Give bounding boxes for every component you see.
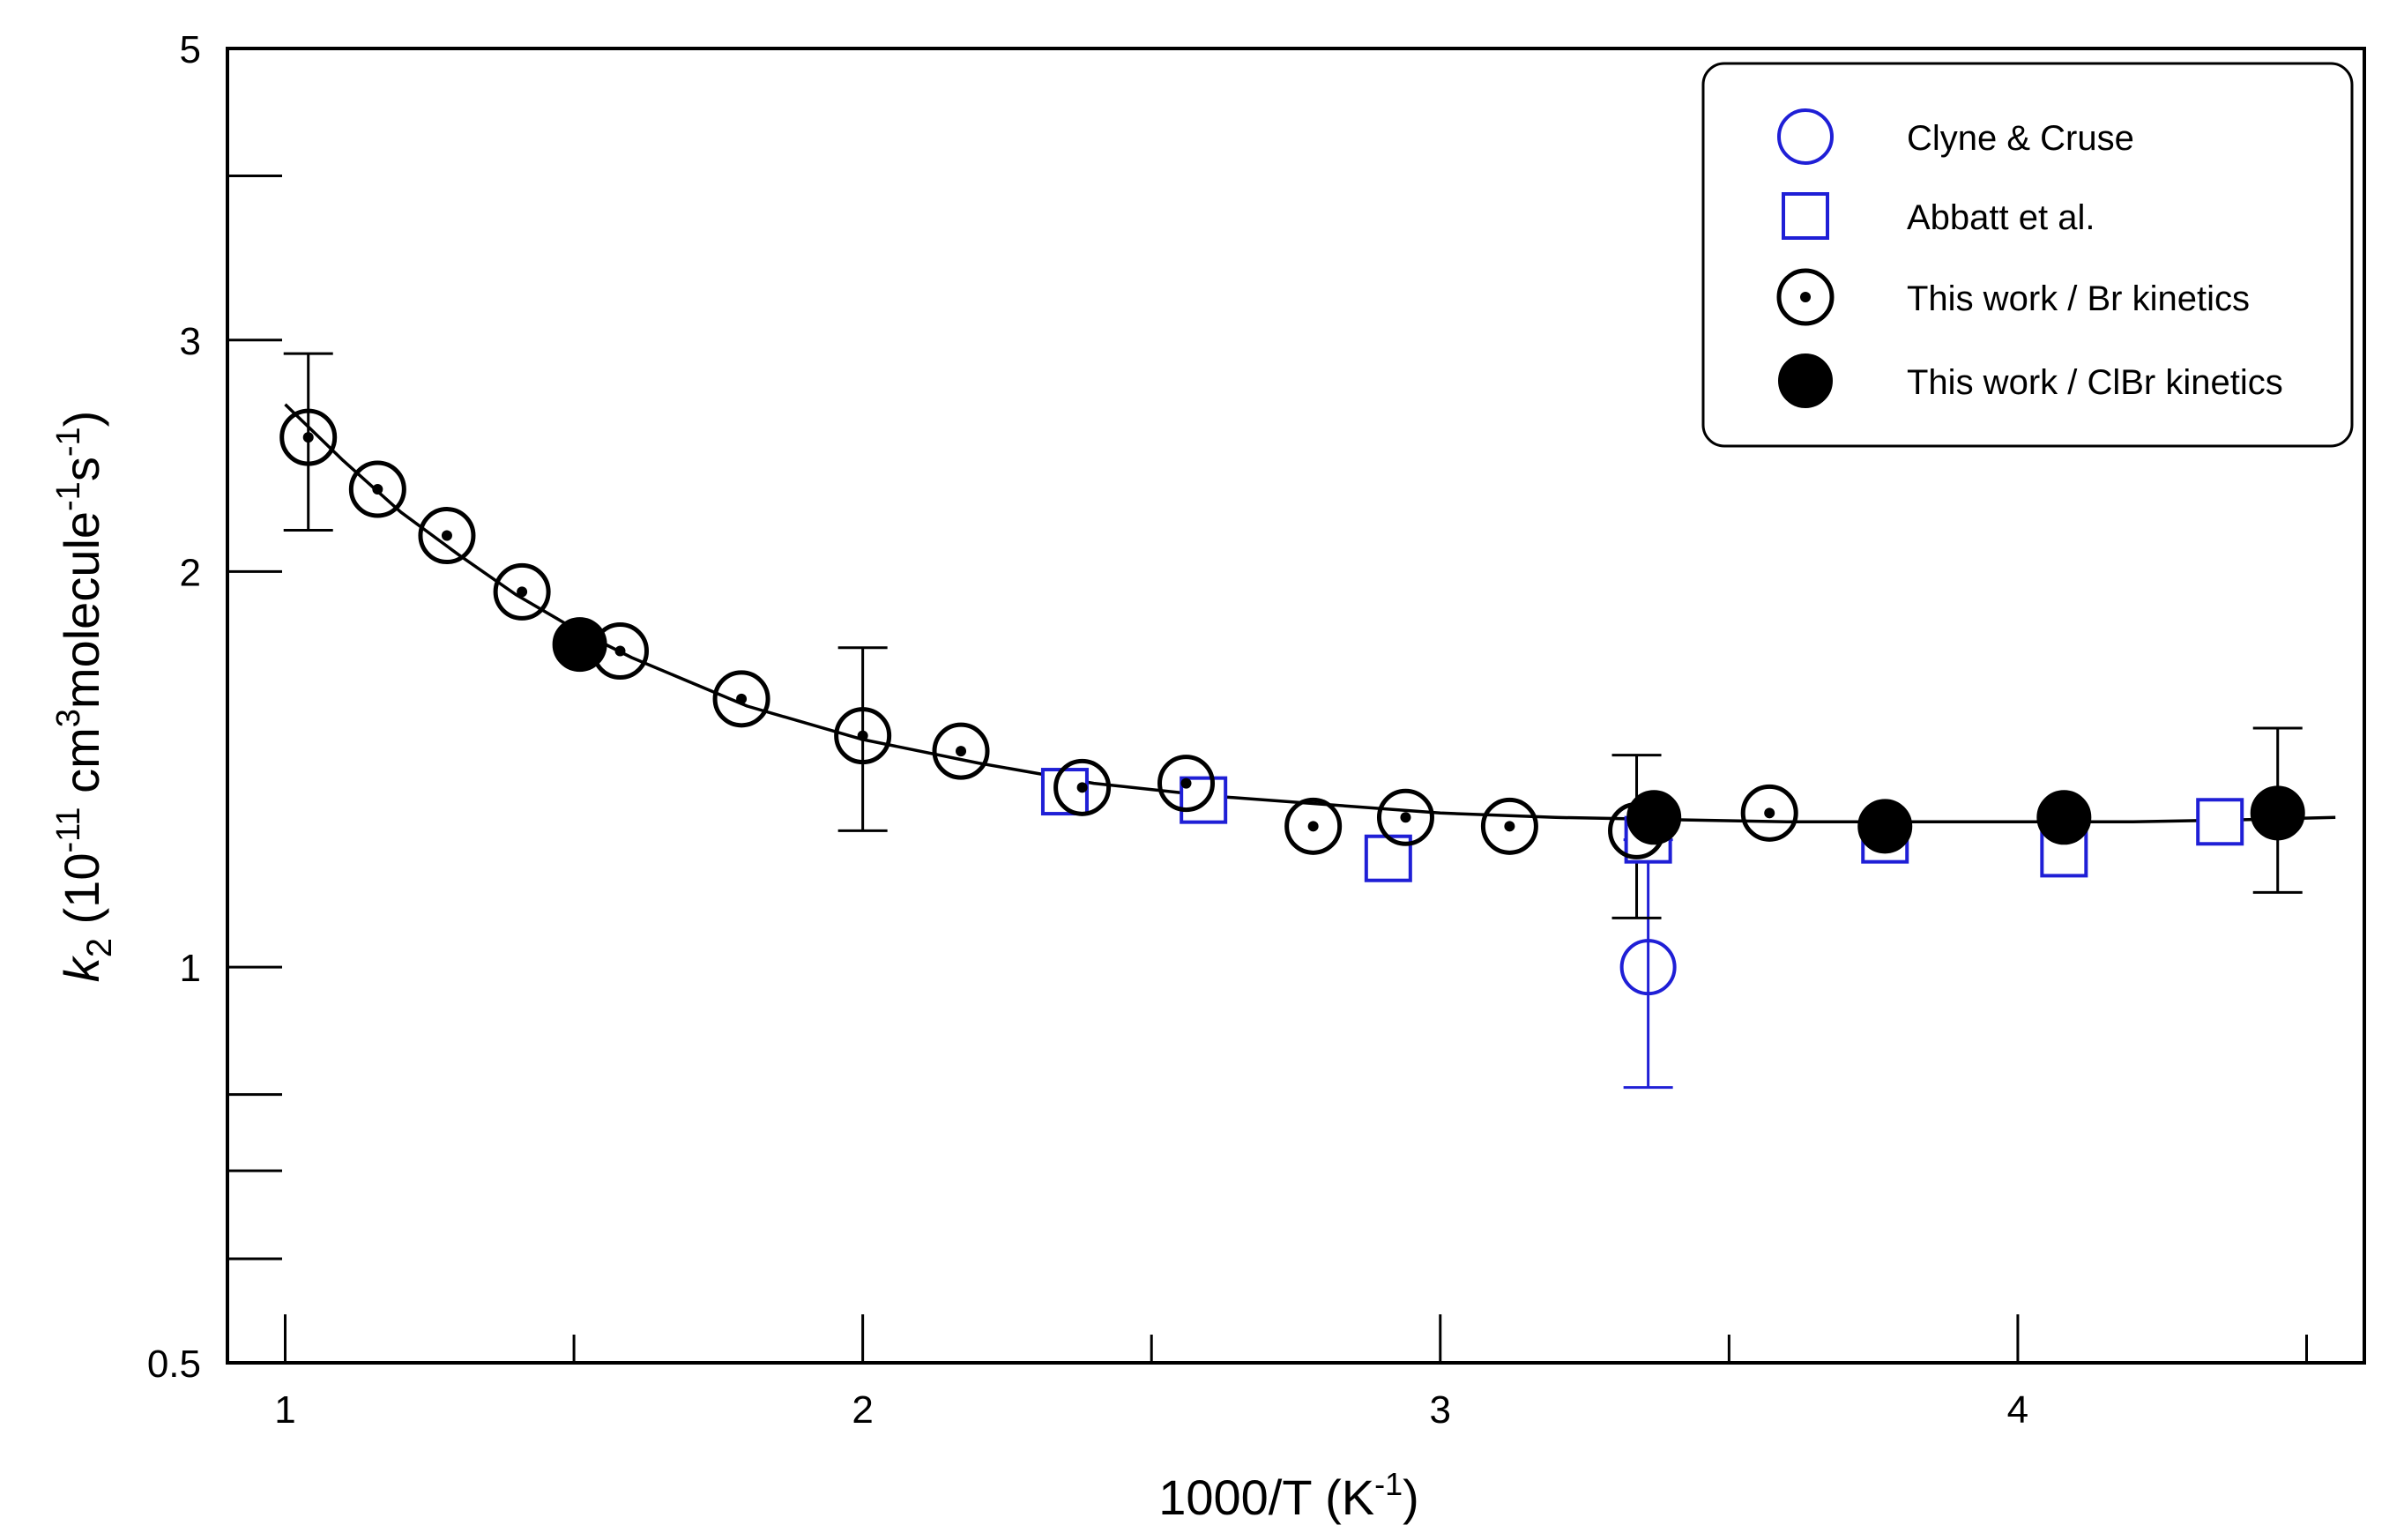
this-work-br-kinetics-point-dot bbox=[1180, 777, 1192, 789]
this-work-br-kinetics-point bbox=[1480, 797, 1538, 855]
this-work-br-kinetics-point-dot bbox=[302, 432, 314, 443]
this-work-br-kinetics-point bbox=[1376, 788, 1434, 846]
legend-label-br-kinetics: This work / Br kinetics bbox=[1907, 279, 2250, 318]
x-tick-label: 2 bbox=[852, 1388, 873, 1432]
legend-marker-clyne-cruse bbox=[1777, 108, 1834, 165]
legend-markers bbox=[1776, 108, 1835, 408]
this-work-br-kinetics-point bbox=[712, 670, 770, 728]
this-work-br-kinetics-point bbox=[1740, 784, 1798, 842]
this-work-br-kinetics-point-dot bbox=[956, 746, 967, 757]
legend: Clyne & Cruse Abbatt et al. This work / … bbox=[1701, 62, 2354, 448]
this-work-br-kinetics-point-dot bbox=[441, 530, 452, 541]
y-axis-title: k2 (10-11 cm3molecule-1s-1) bbox=[50, 411, 119, 983]
this-work-br-kinetics-point-ring bbox=[1376, 788, 1434, 846]
legend-box bbox=[1701, 62, 2354, 448]
this-work-br-kinetics-point bbox=[493, 562, 551, 621]
x-tick-label: 1 bbox=[274, 1388, 295, 1432]
legend-label-clbr-kinetics: This work / ClBr kinetics bbox=[1907, 363, 2283, 402]
this-work-br-kinetics-point-dot bbox=[1400, 812, 1411, 823]
legend-marker-this-work-br-kinetics bbox=[1776, 268, 1835, 326]
y-tick-label: 5 bbox=[180, 28, 201, 71]
this-work-br-kinetics-point-ring bbox=[932, 722, 990, 780]
this-work-br-kinetics-point-dot bbox=[1076, 782, 1088, 793]
x-axis-title: 1000/T (K-1) bbox=[1158, 1466, 1419, 1525]
this-work-br-kinetics-point-dot bbox=[857, 730, 868, 741]
y-tick-label: 2 bbox=[180, 551, 201, 594]
y-tick-label: 1 bbox=[180, 947, 201, 990]
this-work-br-kinetics-point-ring bbox=[712, 670, 770, 728]
legend-marker-abbatt-et-al bbox=[1782, 192, 1829, 240]
this-work-br-kinetics-point-ring bbox=[418, 507, 476, 565]
this-work-br-kinetics-point-ring bbox=[834, 707, 892, 765]
legend-label-abbatt: Abbatt et al. bbox=[1907, 198, 2095, 237]
markers-layer bbox=[279, 408, 2305, 996]
this-work-br-kinetics-point-dot bbox=[1307, 821, 1319, 832]
this-work-br-kinetics-point-ring bbox=[1053, 758, 1112, 816]
this-work-clbr-kinetics-point bbox=[552, 617, 607, 673]
this-work-br-kinetics-point-dot bbox=[517, 586, 528, 598]
fit-curve-layer bbox=[284, 403, 2336, 824]
this-work-br-kinetics-point-dot bbox=[614, 645, 626, 657]
this-work-clbr-kinetics-point bbox=[1626, 790, 1682, 845]
legend-label-clyne-cruse: Clyne & Cruse bbox=[1907, 119, 2134, 158]
y-tick-label: 3 bbox=[180, 320, 201, 363]
legend-marker-this-work-br-kinetics-dot bbox=[1800, 292, 1811, 302]
this-work-br-kinetics-point bbox=[1053, 758, 1112, 816]
fit-curve-line bbox=[284, 403, 2336, 824]
this-work-clbr-kinetics-point bbox=[2250, 785, 2305, 841]
this-work-br-kinetics-point bbox=[932, 722, 990, 780]
this-work-clbr-kinetics-point bbox=[1857, 799, 1913, 854]
this-work-br-kinetics-point-ring bbox=[1480, 797, 1538, 855]
this-work-br-kinetics-point-ring bbox=[1284, 797, 1343, 855]
this-work-br-kinetics-point bbox=[834, 707, 892, 765]
this-work-br-kinetics-point bbox=[418, 507, 476, 565]
this-work-br-kinetics-point-dot bbox=[1504, 821, 1515, 832]
y-axis-ticks: 0.5 1 2 3 5 bbox=[147, 28, 282, 1386]
y-tick-label: 0.5 bbox=[147, 1343, 201, 1386]
legend-marker-this-work-br-kinetics-ring bbox=[1776, 268, 1835, 326]
this-work-br-kinetics-point bbox=[1157, 755, 1216, 813]
this-work-br-kinetics-point-ring bbox=[1157, 755, 1216, 813]
this-work-br-kinetics-point bbox=[279, 408, 338, 466]
this-work-br-kinetics-point bbox=[348, 460, 406, 518]
this-work-br-kinetics-point-ring bbox=[493, 562, 551, 621]
this-work-br-kinetics-point-ring bbox=[1740, 784, 1798, 842]
this-work-clbr-kinetics-point bbox=[2036, 790, 2092, 845]
this-work-br-kinetics-point-dot bbox=[1764, 807, 1775, 819]
x-tick-label: 3 bbox=[1430, 1388, 1451, 1432]
this-work-br-kinetics-point bbox=[1284, 797, 1343, 855]
error-bars-layer bbox=[283, 352, 2303, 1090]
abbatt-et-al-point bbox=[2196, 798, 2244, 846]
this-work-br-kinetics-point-ring bbox=[348, 460, 406, 518]
this-work-br-kinetics-point-ring bbox=[279, 408, 338, 466]
x-axis-ticks: 1 2 3 4 bbox=[274, 1314, 2308, 1432]
legend-marker-this-work-clbr-kinetics bbox=[1778, 353, 1833, 408]
this-work-br-kinetics-point-dot bbox=[372, 484, 383, 495]
this-work-br-kinetics-point-dot bbox=[736, 693, 748, 704]
x-tick-label: 4 bbox=[2007, 1388, 2028, 1432]
plot-frame bbox=[226, 47, 2366, 1365]
clyne-cruse-point bbox=[1619, 939, 1677, 996]
